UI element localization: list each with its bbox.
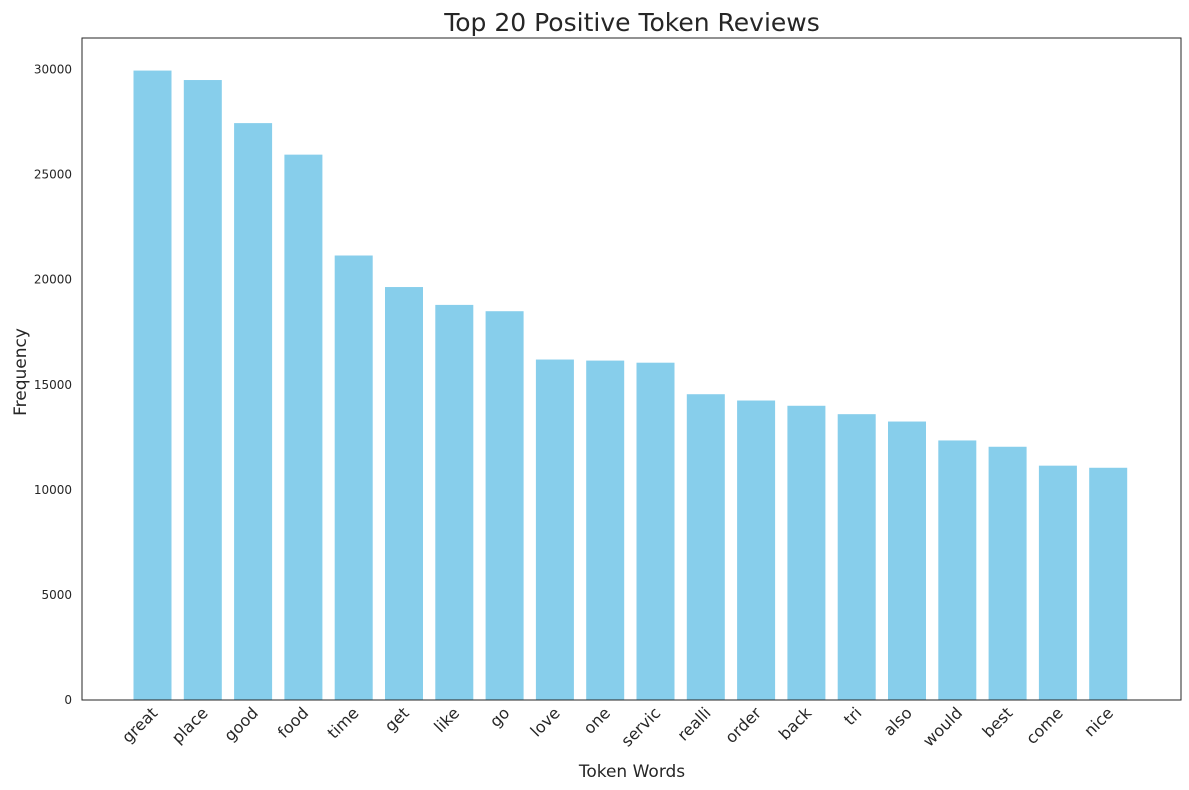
bar-like	[435, 304, 474, 700]
bar-nice	[1089, 467, 1128, 700]
y-tick-label-0: 0	[64, 693, 72, 707]
x-ticks-group: great place good food time get like go love one se…	[118, 703, 1117, 751]
y-tick-label-15000: 15000	[34, 378, 72, 392]
bar-come	[1038, 465, 1077, 700]
x-tick-label-tri: tri	[840, 703, 866, 729]
bar-food	[284, 154, 323, 700]
bar-order	[737, 400, 776, 700]
x-tick-label-best: best	[979, 703, 1017, 741]
y-ticks-group: 0 5000 10000 15000 20000 25000 30000	[34, 63, 72, 707]
bar-tri	[837, 414, 876, 700]
bar-also	[888, 421, 926, 700]
x-tick-label-servic: servic	[617, 703, 664, 750]
chart-title: Top 20 Positive Token Reviews	[443, 8, 820, 37]
y-tick-label-5000: 5000	[41, 588, 72, 602]
x-tick-label-place: place	[168, 703, 212, 747]
x-tick-label-would: would	[919, 703, 966, 750]
bar-get	[385, 287, 423, 700]
bar-great	[133, 70, 172, 700]
x-tick-label-order: order	[721, 703, 765, 747]
bar-servic	[636, 362, 675, 700]
bar-one	[586, 360, 625, 700]
bars-group	[133, 70, 1128, 701]
x-tick-label-good: good	[220, 703, 262, 745]
x-tick-label-get: get	[381, 703, 413, 735]
x-tick-label-realli: realli	[673, 703, 714, 744]
bar-go	[485, 311, 524, 700]
x-tick-label-nice: nice	[1080, 703, 1117, 740]
bar-would	[938, 440, 977, 700]
x-tick-label-also: also	[880, 703, 916, 739]
y-axis-title: Frequency	[11, 328, 31, 416]
y-tick-label-30000: 30000	[34, 63, 72, 77]
x-tick-label-one: one	[580, 703, 614, 737]
bar-best	[988, 446, 1027, 700]
x-tick-label-back: back	[775, 703, 816, 744]
bar-love	[535, 359, 574, 700]
bar-good	[234, 123, 273, 701]
x-tick-label-love: love	[527, 703, 564, 740]
y-tick-label-10000: 10000	[34, 483, 72, 497]
bar-back	[787, 405, 826, 700]
bar-place	[183, 80, 222, 700]
x-tick-label-great: great	[118, 703, 161, 746]
x-tick-label-go: go	[486, 703, 514, 731]
bar-time	[334, 255, 373, 700]
y-tick-label-20000: 20000	[34, 273, 72, 287]
bar-realli	[686, 394, 725, 700]
x-tick-label-like: like	[430, 703, 463, 736]
x-tick-label-food: food	[274, 703, 312, 741]
x-tick-label-come: come	[1022, 703, 1067, 748]
plot-frame	[81, 37, 1182, 701]
x-axis-title: Token Words	[578, 762, 685, 782]
x-tick-label-time: time	[324, 703, 363, 742]
y-tick-label-25000: 25000	[34, 168, 72, 182]
